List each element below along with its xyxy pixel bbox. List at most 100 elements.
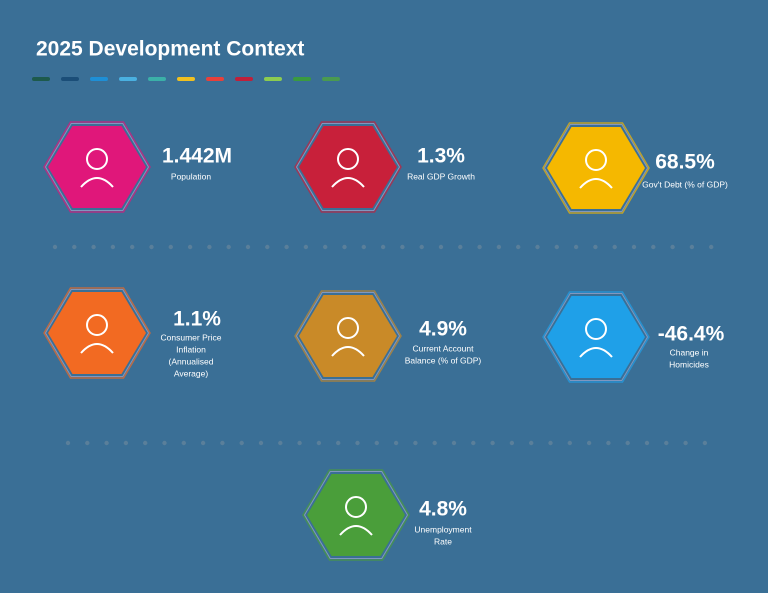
hexagon-outline [302,469,410,561]
hexagon [307,474,405,556]
separator-dot [284,244,289,250]
color-dash [177,77,195,81]
kpi-label: Real GDP Growth [407,171,475,181]
separator-dot [265,244,270,250]
separator-dot [380,244,386,250]
icon-circle [86,314,108,336]
separator-dot [670,244,675,250]
icon-body [339,525,373,536]
separator-dot [104,440,109,446]
separator-dot [651,244,656,250]
separator-dot [374,440,379,446]
hexagon [547,127,645,209]
kpi-label: Change in [670,347,709,357]
color-dash [119,77,137,81]
separator-dot [239,440,244,446]
separator-dot [342,244,347,250]
separator-dot [168,244,173,250]
kpi-label: Average) [174,368,209,378]
hexagon-outline [542,291,650,383]
color-dash [148,77,166,81]
separator-dot [548,440,553,446]
hexagon [48,292,146,374]
hexagon-outline [542,122,650,214]
separator-dot [471,440,476,446]
separator-dot [664,440,669,446]
separator-dot [516,244,521,250]
hexagon-outline-inner [543,293,649,381]
kpi-label: Inflation [176,344,206,354]
separator-dot [477,244,482,250]
separator-dot [419,244,424,250]
icon-body [80,177,114,188]
separator-dot [226,244,231,250]
separator-dot [200,440,206,446]
kpi-card: 1.1%Consumer Price Inflation (Annualised Av… [43,287,222,379]
kpi-value: 1.442M [162,145,232,168]
separator-dot [143,440,148,446]
separator-dot [509,440,515,446]
icon-circle [585,318,607,340]
separator-dot [316,440,322,446]
hexagon-outline-inner [44,123,150,211]
title: 2025 Development Context [36,38,304,61]
color-dash [61,77,79,81]
hexagon [48,126,146,208]
icon-circle [86,148,108,170]
separator-dot [432,440,437,446]
separator-dot [91,244,96,250]
separator-dot [278,440,283,446]
kpi-value: 4.9% [419,318,467,341]
separator-dot [245,244,251,250]
separator-dot [689,244,695,250]
separator-dot [361,244,366,250]
separator-dot [625,440,630,446]
kpi-label: Population [171,171,211,181]
separator-dot [490,440,495,446]
color-dash [293,77,311,81]
icon-body [331,346,365,357]
hexagon-outline-inner [543,124,649,212]
separator-dot [187,244,193,250]
separator-dot [52,244,58,250]
separator-dot [303,244,309,250]
separator-dot [683,440,688,446]
icon-body [579,178,613,189]
separator-dot [323,244,328,250]
icon-circle [337,148,359,170]
separator-dot [631,244,637,250]
kpi-card: -46.4%Change in Homicides [542,291,725,383]
separator-dot [207,244,212,250]
separator-dot [458,244,463,250]
hexagon-outline-inner [303,471,409,559]
separator-dot [149,244,154,250]
separator-dot [451,440,457,446]
separator-dot [72,244,77,250]
separator-dot [586,440,592,446]
color-dash [235,77,253,81]
kpi-label: Rate [434,536,452,546]
hexagon [299,126,397,208]
separator-dot [65,440,71,446]
kpi-value: 4.8% [419,498,467,521]
separator-dot [535,244,540,250]
separator-dot [123,440,129,446]
hexagon-outline-inner [44,289,150,377]
kpi-label: Gov't Debt (% of GDP) [642,179,728,189]
separator-dot [593,244,598,250]
hexagon-outline [294,290,402,382]
kpi-label: Unemployment [414,524,472,534]
kpi-label: (Annualised [169,356,214,366]
separator-dot [644,440,650,446]
kpi-label: Current Account [413,343,475,353]
icon-circle [345,496,367,518]
separator-dot [702,440,708,446]
hexagon-outline-inner [295,292,401,380]
kpi-card: 68.5% Gov't Debt (% of GDP) [542,122,728,214]
separator-dot [85,440,90,446]
separator-dot [709,244,714,250]
separator-dot [258,440,264,446]
kpi-value: 68.5% [655,151,715,174]
